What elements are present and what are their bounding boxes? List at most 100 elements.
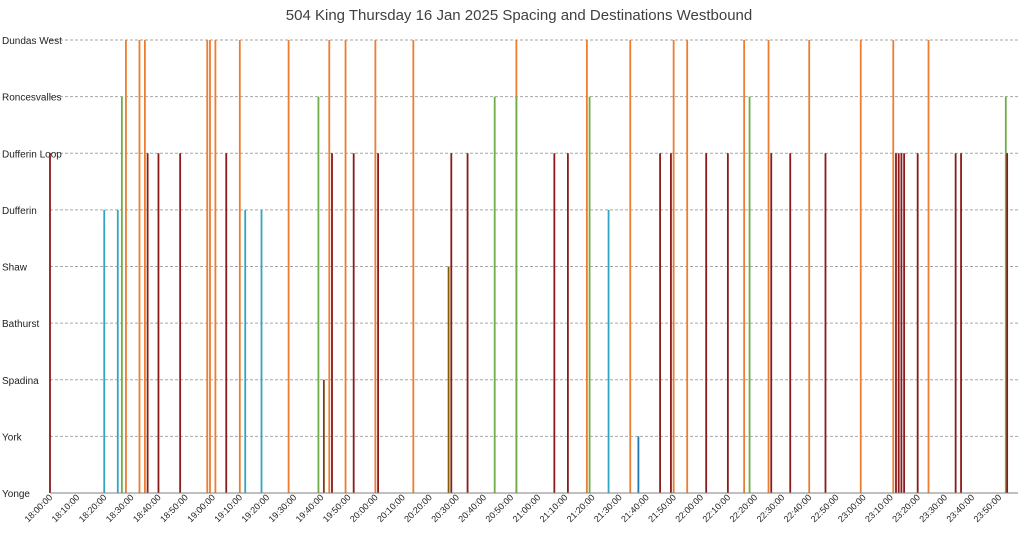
bar-dufferin-loop-4 — [225, 153, 228, 493]
bar-dufferin-loop-7 — [377, 153, 379, 493]
bar-dufferin-loop-3 — [179, 153, 182, 493]
bar-dufferin-0 — [103, 209, 106, 493]
x-tick-label: 19:40:00 — [294, 492, 326, 524]
bar-dufferin-loop-20 — [897, 153, 900, 493]
bar-dundas-west-20 — [859, 40, 862, 493]
bar-dufferin-loop-14 — [705, 153, 708, 493]
bar-dufferin-loop-22 — [903, 153, 906, 493]
bar-dufferin-loop-10 — [553, 153, 556, 493]
y-label-yonge: Yonge — [2, 489, 30, 500]
bar-dufferin-loop-25 — [960, 153, 962, 493]
bar-dufferin-loop-17 — [789, 153, 792, 493]
bar-dundas-west-0 — [125, 40, 127, 493]
bar-dufferin-3 — [260, 209, 263, 493]
y-label-york: York — [2, 432, 23, 443]
x-tick-label: 22:40:00 — [782, 492, 814, 524]
bar-dundas-west-14 — [629, 40, 632, 493]
bar-dundas-west-19 — [808, 40, 811, 493]
bar-dufferin-2 — [244, 209, 247, 493]
bar-dufferin-loop-21 — [900, 153, 903, 493]
x-tick-label: 21:40:00 — [619, 492, 651, 524]
x-tick-label: 22:30:00 — [755, 492, 787, 524]
bar-york-0 — [637, 436, 640, 493]
x-tick-label: 23:30:00 — [917, 492, 949, 524]
x-tick-label: 19:00:00 — [185, 492, 217, 524]
bar-dufferin-loop-0 — [49, 153, 51, 493]
bar-roncesvalles-0 — [120, 96, 123, 493]
bar-roncesvalles-2 — [493, 96, 496, 493]
bar-dundas-west-1 — [138, 40, 141, 493]
bars — [49, 40, 1009, 493]
bar-roncesvalles-6 — [1004, 96, 1007, 493]
x-tick-label: 22:00:00 — [673, 492, 705, 524]
x-tick-label: 23:10:00 — [863, 492, 895, 524]
x-tick-label: 18:30:00 — [104, 492, 136, 524]
bar-dundas-west-16 — [686, 40, 689, 493]
y-label-dufferin: Dufferin — [2, 206, 37, 217]
x-tick-label: 21:20:00 — [565, 492, 597, 524]
bar-shaw-0 — [447, 266, 450, 493]
x-axis-labels: 18:00:0018:10:0018:20:0018:30:0018:40:00… — [23, 492, 1004, 524]
bar-dufferin-loop-19 — [895, 153, 897, 493]
bar-dufferin-loop-12 — [659, 153, 661, 493]
x-tick-label: 23:00:00 — [836, 492, 868, 524]
x-tick-label: 18:40:00 — [131, 492, 163, 524]
bar-dundas-west-2 — [144, 40, 146, 493]
x-tick-label: 20:10:00 — [375, 492, 407, 524]
bar-dufferin-loop-6 — [352, 153, 355, 493]
y-label-dundas-west: Dundas West — [2, 36, 62, 47]
bar-dufferin-loop-16 — [770, 153, 773, 493]
y-label-shaw: Shaw — [2, 263, 28, 274]
x-tick-label: 23:40:00 — [944, 492, 976, 524]
x-tick-label: 20:00:00 — [348, 492, 380, 524]
y-label-bathurst: Bathurst — [2, 319, 39, 330]
x-tick-label: 20:20:00 — [402, 492, 434, 524]
chart-title: 504 King Thursday 16 Jan 2025 Spacing an… — [286, 7, 752, 24]
x-tick-label: 18:50:00 — [158, 492, 190, 524]
y-axis-labels: Yonge York Spadina Bathurst Shaw Dufferin Duff… — [2, 36, 62, 500]
x-tick-label: 19:20:00 — [239, 492, 271, 524]
bar-dundas-west-4 — [209, 40, 211, 493]
bar-dufferin-4 — [607, 209, 610, 493]
bar-dufferin-loop-5 — [331, 153, 333, 493]
bar-dundas-west-15 — [672, 40, 675, 493]
bar-dundas-west-21 — [892, 40, 895, 493]
bar-roncesvalles-3 — [515, 96, 518, 493]
y-label-roncesvalles: Roncesvalles — [2, 93, 61, 104]
x-tick-label: 22:10:00 — [700, 492, 732, 524]
bar-dundas-west-5 — [214, 40, 217, 493]
x-tick-label: 19:50:00 — [321, 492, 353, 524]
bar-dundas-west-7 — [287, 40, 290, 493]
x-tick-label: 19:30:00 — [267, 492, 299, 524]
bar-dufferin-loop-13 — [670, 153, 672, 493]
x-tick-label: 23:20:00 — [890, 492, 922, 524]
gridlines — [50, 39, 1018, 437]
x-tick-label: 20:50:00 — [484, 492, 516, 524]
y-label-spadina: Spadina — [2, 376, 39, 387]
x-tick-label: 18:10:00 — [50, 492, 82, 524]
bar-dufferin-1 — [116, 209, 119, 493]
bar-dundas-west-8 — [328, 40, 331, 493]
x-tick-label: 21:50:00 — [646, 492, 678, 524]
bar-dundas-west-17 — [743, 40, 746, 493]
x-tick-label: 23:50:00 — [972, 492, 1004, 524]
bar-roncesvalles-1 — [317, 96, 320, 493]
bar-dufferin-loop-23 — [916, 153, 919, 493]
bar-roncesvalles-4 — [588, 96, 591, 493]
bar-dundas-west-22 — [927, 40, 930, 493]
bar-dufferin-loop-15 — [726, 153, 729, 493]
x-tick-label: 18:20:00 — [77, 492, 109, 524]
bar-dufferin-loop-18 — [824, 153, 827, 493]
bar-dufferin-loop-8 — [450, 153, 453, 493]
bar-dundas-west-6 — [238, 40, 241, 493]
x-tick-label: 22:50:00 — [809, 492, 841, 524]
x-tick-label: 21:10:00 — [538, 492, 570, 524]
x-tick-label: 22:20:00 — [728, 492, 760, 524]
bar-roncesvalles-5 — [748, 96, 751, 493]
y-label-dufferin-loop: Dufferin Loop — [2, 149, 62, 160]
x-tick-label: 21:30:00 — [592, 492, 624, 524]
bar-dufferin-loop-24 — [954, 153, 957, 493]
bar-dundas-west-9 — [344, 40, 347, 493]
bar-dufferin-loop-2 — [157, 153, 160, 493]
